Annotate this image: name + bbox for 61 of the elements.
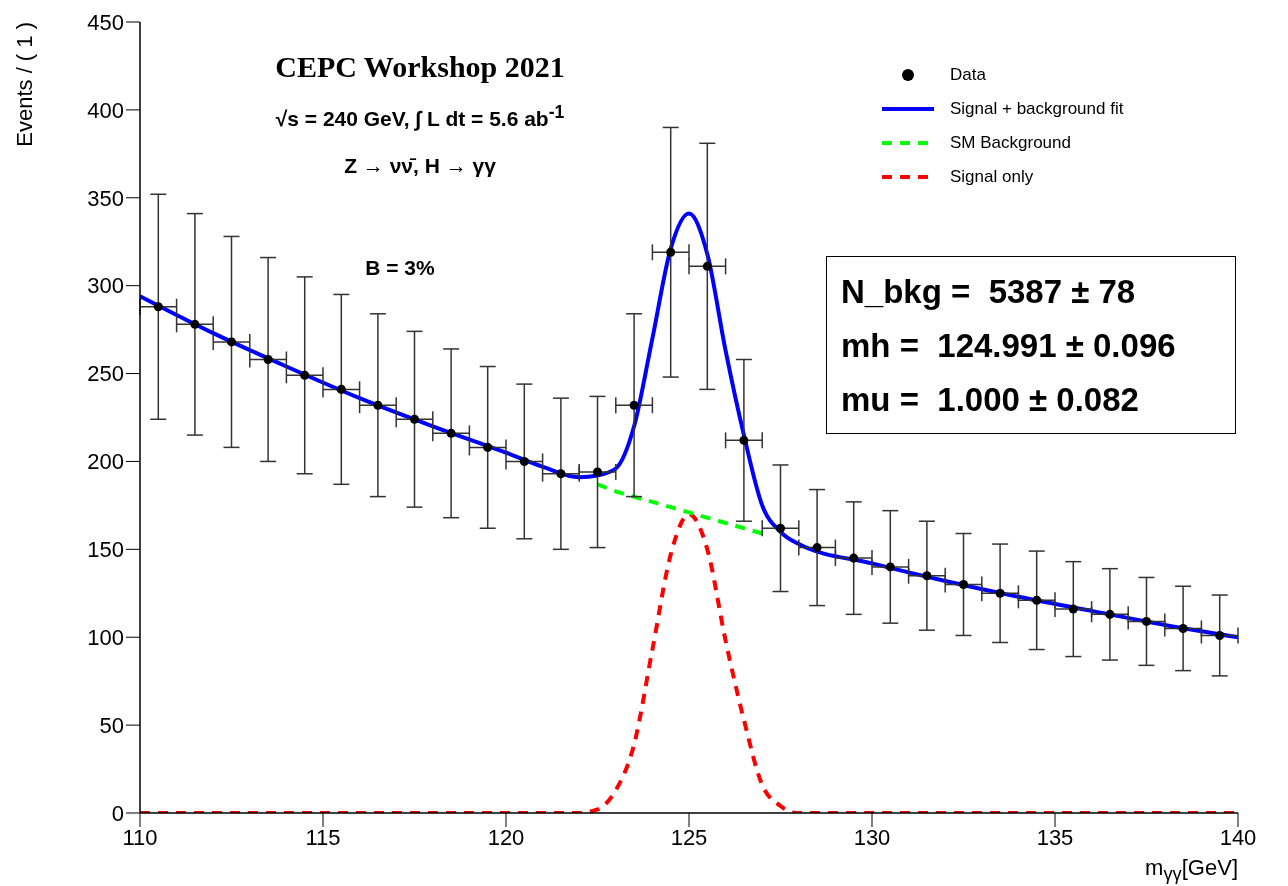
point [885,562,895,572]
y-tick-label: 100 [87,625,124,651]
annotation: Z → νν̄, H → γγ [343,154,497,178]
point [666,247,676,257]
x-tick-label: 120 [487,824,525,850]
point [812,543,822,553]
y-tick-label: 400 [87,97,124,123]
point [922,571,932,581]
point [958,579,969,589]
point [373,400,383,410]
y-tick-label: 450 [87,9,124,35]
point [592,467,603,477]
y-tick-label: 250 [87,361,124,387]
y-tick-label: 0 [111,800,124,826]
point [1178,623,1188,633]
annotation: B = 3% [364,256,436,280]
point [849,553,859,563]
annotation: N_bkg = 5387 ± 78 [841,272,1137,312]
point [702,261,712,271]
point [226,337,237,347]
point [300,370,310,380]
annotation: mu = 1.000 ± 0.082 [841,380,1140,420]
x-tick-label: 130 [853,824,891,850]
point [556,469,566,479]
point [1032,595,1042,605]
point [775,523,786,533]
point [1141,616,1152,626]
y-axis-title: Events / ( 1 ) [12,22,38,147]
point [1215,630,1225,640]
x-tick-label: 140 [1219,824,1257,850]
point [739,435,749,445]
annotation: √s = 240 GeV, ∫ L dt = 5.6 ab$^{-1}$ [274,102,566,131]
legend-label: Signal only [950,167,1034,187]
point [190,319,200,329]
legend-label: Signal + background fit [950,99,1124,119]
x-tick-label: 125 [670,824,708,850]
point [1068,604,1078,614]
x-tick-label: 110 [122,824,158,850]
point [519,456,529,466]
y-tick-label: 300 [87,273,124,299]
y-tick-label: 150 [87,537,124,563]
legend-label: Data [950,65,986,85]
point [995,588,1005,598]
point [153,302,163,312]
y-tick-label: 350 [87,185,124,211]
y-tick-label: 200 [87,449,124,475]
x-tick-label: 135 [1036,824,1074,850]
point [446,428,456,438]
text: CEPC Workshop 2021 [274,50,566,84]
point [629,400,639,410]
point [1105,609,1115,619]
point [483,442,493,452]
legend-label: SM Background [950,133,1071,153]
y-tick-label: 50 [99,712,124,738]
x-tick-label: 115 [305,824,341,850]
point [336,384,346,394]
annotation: mh = 124.991 ± 0.096 [841,326,1177,366]
point [263,354,273,364]
x-axis-title: m$_{γγ}$[GeV] [1145,855,1238,886]
point [409,414,420,424]
line-series [140,211,1238,640]
